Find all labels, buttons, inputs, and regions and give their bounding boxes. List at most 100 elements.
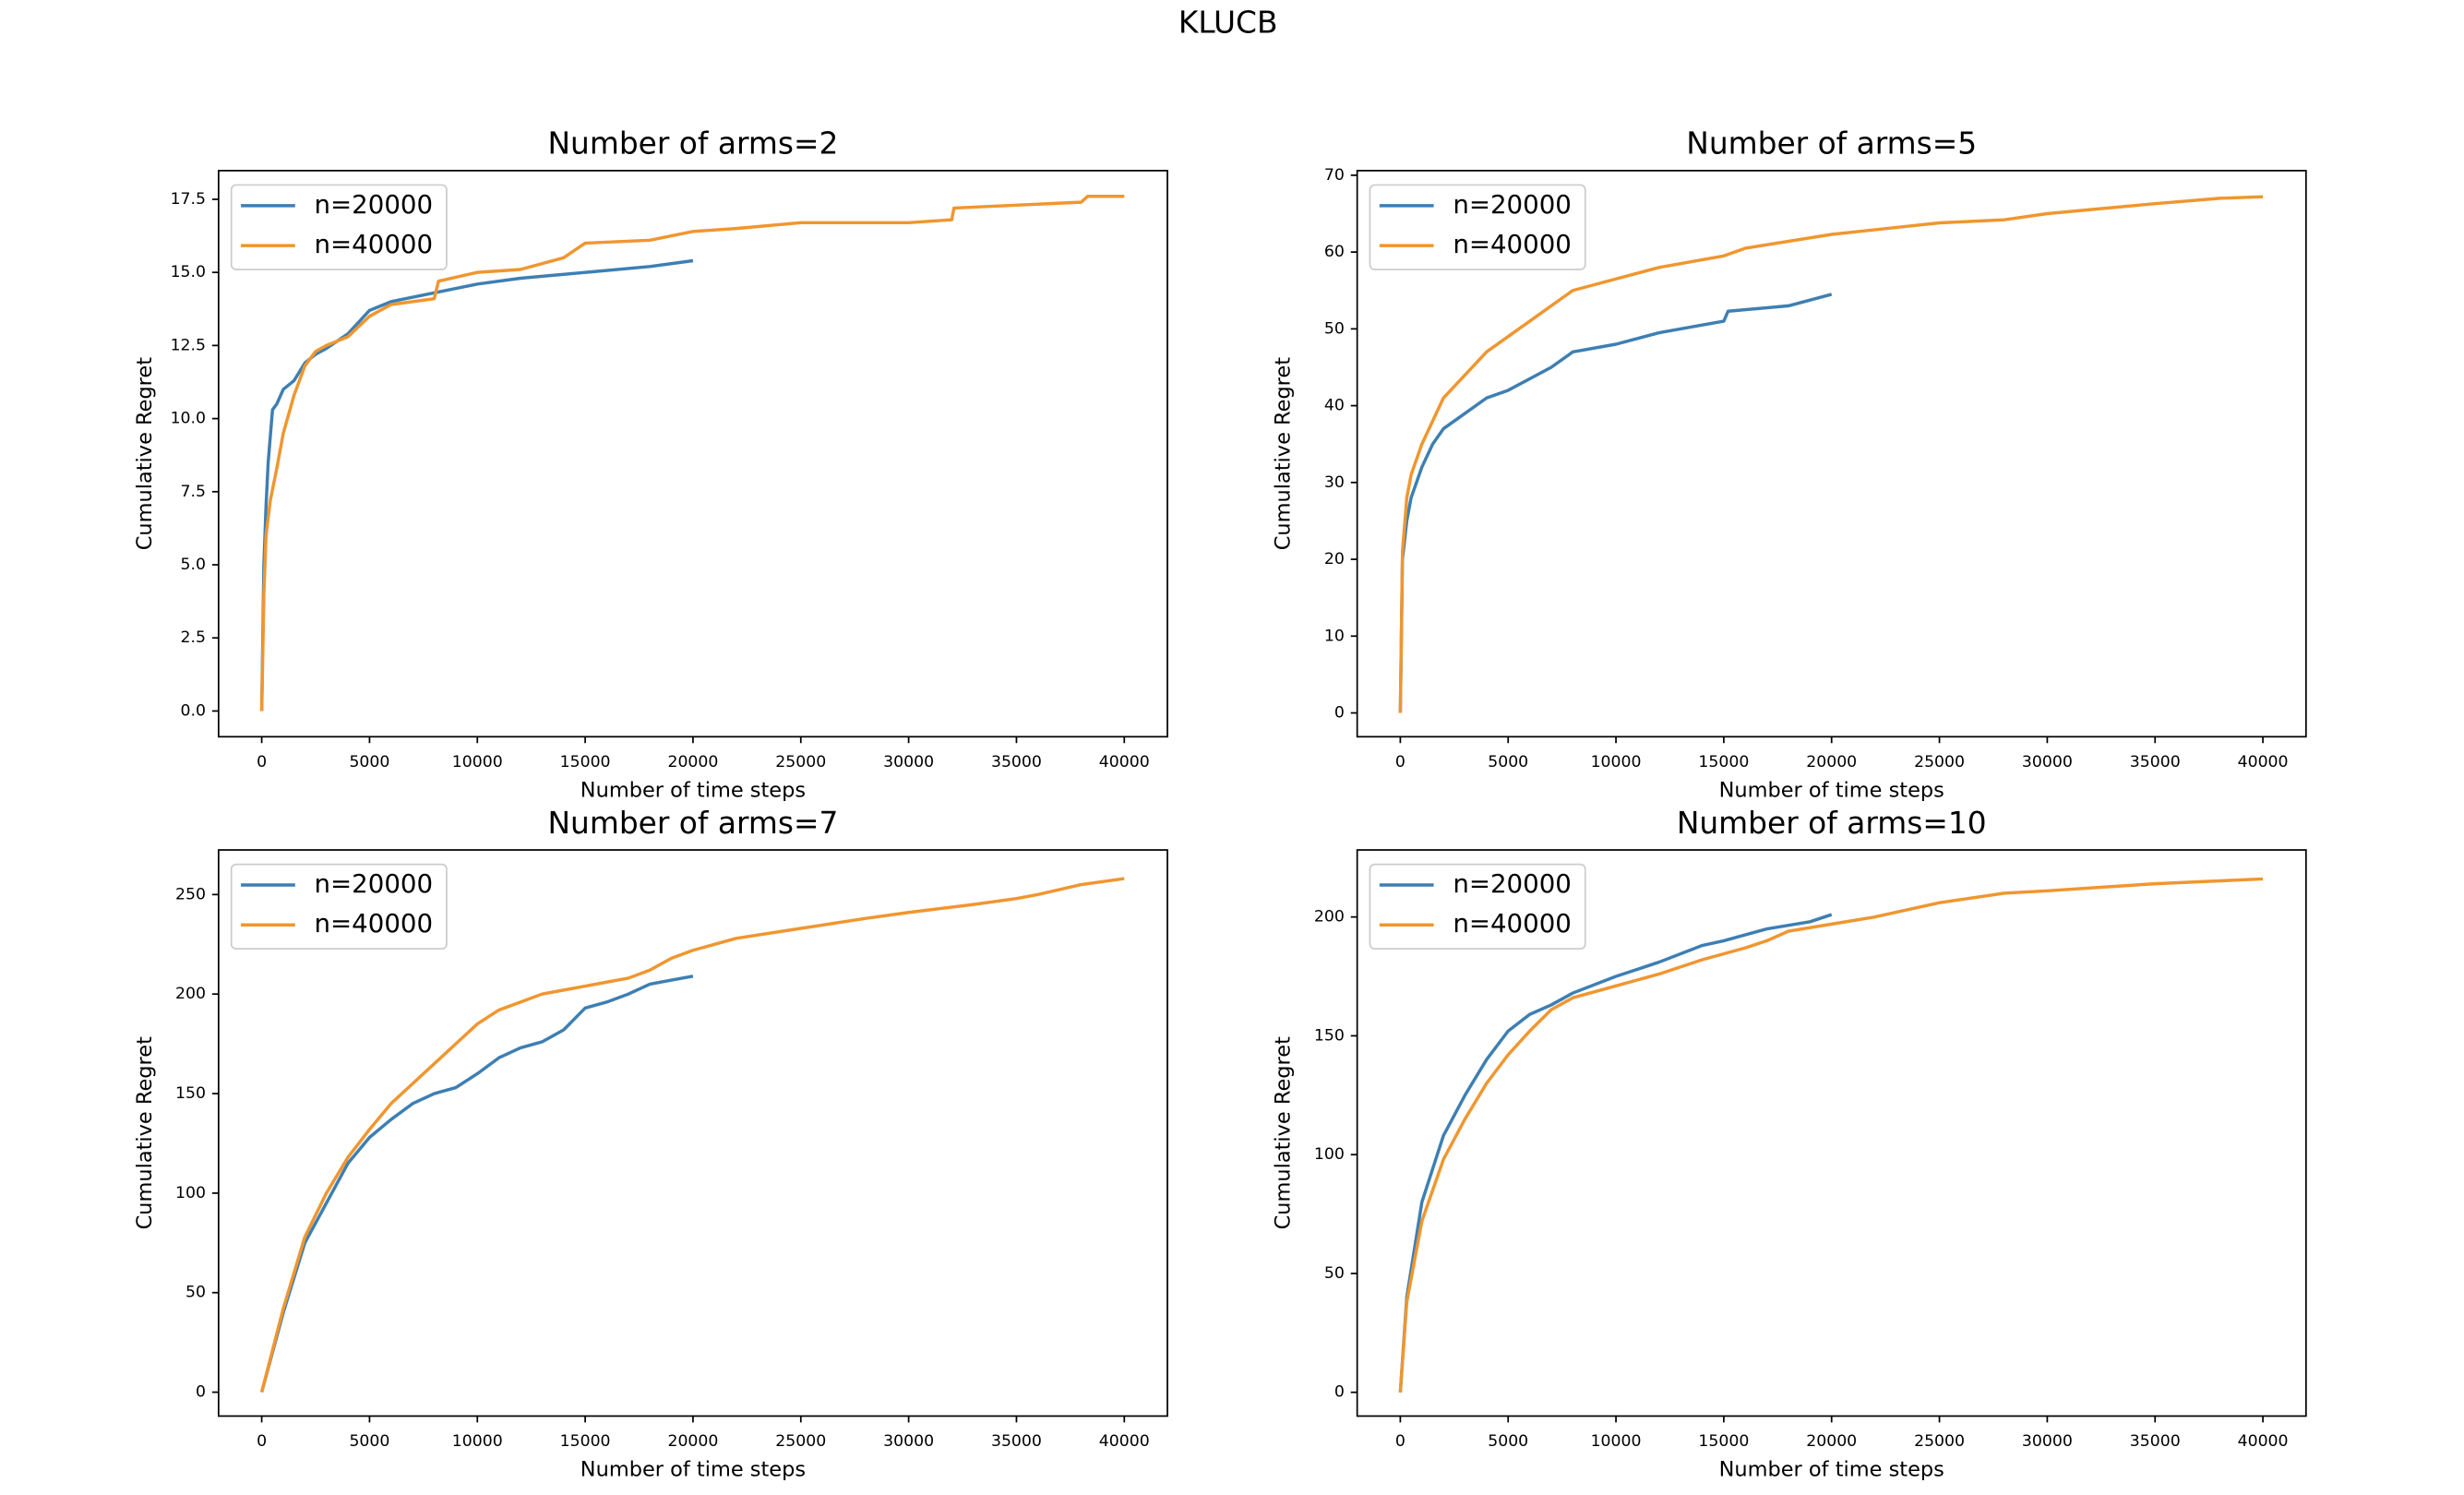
- subplot-title: Number of arms=5: [1686, 126, 1977, 161]
- y-tick-label: 15.0: [171, 263, 206, 281]
- y-tick-label: 50: [185, 1284, 206, 1302]
- x-tick-label: 30000: [2022, 753, 2073, 771]
- data-line: [1398, 913, 1833, 1393]
- x-tick-label: 40000: [2238, 1432, 2289, 1451]
- legend-label: n=20000: [1453, 189, 1572, 220]
- y-tick-label: 10: [1324, 627, 1345, 645]
- y-tick-label: 50: [1324, 1264, 1345, 1283]
- y-tick-label: 12.5: [171, 336, 206, 354]
- y-tick-label: 7.5: [181, 483, 206, 501]
- x-axis-label: Number of time steps: [1719, 1458, 1944, 1482]
- legend-label: n=20000: [315, 868, 434, 899]
- x-tick-label: 20000: [1806, 753, 1857, 771]
- x-tick-label: 40000: [1099, 1432, 1150, 1451]
- y-axis-label: Cumulative Regret: [1272, 1036, 1296, 1229]
- data-line: [259, 975, 694, 1393]
- y-tick-label: 100: [1314, 1145, 1345, 1164]
- x-axis-label: Number of time steps: [580, 1458, 806, 1482]
- x-tick-label: 25000: [775, 1432, 826, 1451]
- x-tick-label: 15000: [1698, 753, 1749, 771]
- y-tick-label: 5.0: [181, 556, 206, 574]
- subplot: Number of arms=10 Number of time steps Cum…: [1272, 806, 2307, 1482]
- x-tick-label: 30000: [883, 753, 934, 771]
- legend-label: n=40000: [315, 229, 434, 259]
- subplot-title: Number of arms=7: [547, 806, 838, 841]
- x-tick-label: 20000: [667, 1432, 718, 1451]
- y-tick-label: 60: [1324, 243, 1345, 261]
- data-line: [259, 877, 1125, 1393]
- x-tick-label: 40000: [1099, 753, 1150, 771]
- y-axis-label: Cumulative Regret: [133, 357, 157, 550]
- x-tick-label: 25000: [1914, 1432, 1965, 1451]
- legend-label: n=20000: [1453, 868, 1572, 899]
- x-tick-label: 15000: [560, 753, 611, 771]
- y-tick-label: 150: [1314, 1026, 1345, 1045]
- x-tick-label: 5000: [349, 1432, 389, 1451]
- x-tick-label: 15000: [1698, 1432, 1749, 1451]
- legend-label: n=40000: [1453, 908, 1572, 939]
- y-tick-label: 10.0: [171, 410, 206, 428]
- y-tick-label: 200: [175, 985, 206, 1003]
- x-tick-label: 0: [1395, 1432, 1405, 1451]
- legend-label: n=40000: [1453, 229, 1572, 259]
- subplot-title: Number of arms=2: [547, 126, 838, 161]
- y-tick-label: 100: [175, 1184, 206, 1202]
- y-tick-label: 2.5: [181, 628, 206, 647]
- y-tick-label: 20: [1324, 550, 1345, 568]
- y-tick-label: 200: [1314, 908, 1345, 927]
- x-tick-label: 5000: [349, 753, 389, 771]
- plot-frame: [217, 170, 1168, 738]
- x-tick-label: 10000: [1591, 753, 1642, 771]
- legend-label: n=20000: [315, 189, 434, 220]
- data-line: [1398, 293, 1833, 713]
- legend-label: n=40000: [315, 908, 434, 939]
- subplot-title: Number of arms=10: [1677, 806, 1987, 841]
- y-tick-label: 70: [1324, 166, 1345, 185]
- plot-frame: [1356, 849, 2307, 1417]
- y-tick-label: 17.5: [171, 190, 206, 209]
- x-tick-label: 5000: [1488, 753, 1528, 771]
- y-tick-label: 50: [1324, 319, 1345, 338]
- y-axis-label: Cumulative Regret: [1272, 357, 1296, 550]
- x-tick-label: 5000: [1488, 1432, 1528, 1451]
- y-tick-label: 0: [196, 1383, 206, 1402]
- subplot: Number of arms=7 Number of time steps Cumu…: [133, 806, 1168, 1482]
- y-tick-label: 0.0: [181, 701, 206, 720]
- x-tick-label: 0: [257, 1432, 267, 1451]
- subplot: Number of arms=5 Number of time steps Cumu…: [1272, 126, 2307, 803]
- x-axis-label: Number of time steps: [1719, 779, 1944, 803]
- x-tick-label: 25000: [775, 753, 826, 771]
- x-tick-label: 10000: [452, 1432, 503, 1451]
- x-tick-label: 0: [257, 753, 267, 771]
- x-tick-label: 15000: [560, 1432, 611, 1451]
- x-tick-label: 25000: [1914, 753, 1965, 771]
- x-tick-label: 20000: [667, 753, 718, 771]
- plot-frame: [1356, 170, 2307, 738]
- x-tick-label: 30000: [883, 1432, 934, 1451]
- y-tick-label: 250: [175, 885, 206, 903]
- y-tick-label: 40: [1324, 397, 1345, 415]
- y-axis-label: Cumulative Regret: [133, 1036, 157, 1229]
- x-tick-label: 30000: [2022, 1432, 2073, 1451]
- x-tick-label: 35000: [991, 753, 1042, 771]
- x-tick-label: 35000: [2130, 753, 2181, 771]
- data-line: [1398, 877, 2264, 1393]
- figure-title: KLUCB: [1178, 5, 1278, 40]
- y-tick-label: 30: [1324, 473, 1345, 492]
- data-line: [1398, 195, 2264, 713]
- y-tick-label: 0: [1334, 1383, 1345, 1402]
- x-tick-label: 35000: [2130, 1432, 2181, 1451]
- x-tick-label: 20000: [1806, 1432, 1857, 1451]
- y-tick-label: 150: [175, 1084, 206, 1103]
- x-axis-label: Number of time steps: [580, 779, 806, 803]
- data-line: [259, 258, 694, 712]
- x-tick-label: 35000: [991, 1432, 1042, 1451]
- x-tick-label: 10000: [452, 753, 503, 771]
- x-tick-label: 10000: [1591, 1432, 1642, 1451]
- subplot: Number of arms=2 Number of time steps Cumu…: [133, 126, 1168, 803]
- data-line: [259, 195, 1125, 712]
- plot-frame: [217, 849, 1168, 1417]
- y-tick-label: 0: [1334, 704, 1345, 723]
- x-tick-label: 40000: [2238, 753, 2289, 771]
